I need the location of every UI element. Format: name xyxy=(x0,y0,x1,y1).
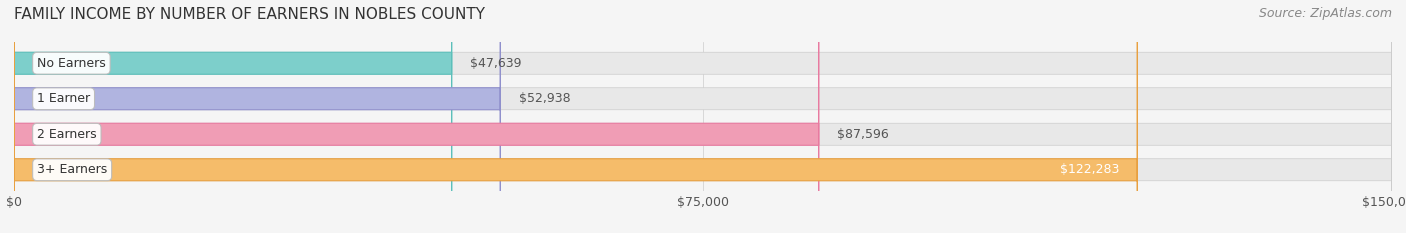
FancyBboxPatch shape xyxy=(14,0,818,233)
FancyBboxPatch shape xyxy=(14,0,1392,233)
Text: $87,596: $87,596 xyxy=(837,128,889,141)
Text: 1 Earner: 1 Earner xyxy=(37,92,90,105)
Text: No Earners: No Earners xyxy=(37,57,105,70)
Text: 2 Earners: 2 Earners xyxy=(37,128,97,141)
Text: FAMILY INCOME BY NUMBER OF EARNERS IN NOBLES COUNTY: FAMILY INCOME BY NUMBER OF EARNERS IN NO… xyxy=(14,7,485,22)
FancyBboxPatch shape xyxy=(14,0,501,233)
FancyBboxPatch shape xyxy=(14,0,1392,233)
Text: 3+ Earners: 3+ Earners xyxy=(37,163,107,176)
Text: $52,938: $52,938 xyxy=(519,92,571,105)
Text: $122,283: $122,283 xyxy=(1060,163,1119,176)
FancyBboxPatch shape xyxy=(14,0,1392,233)
FancyBboxPatch shape xyxy=(14,0,1392,233)
Text: $47,639: $47,639 xyxy=(470,57,522,70)
Text: Source: ZipAtlas.com: Source: ZipAtlas.com xyxy=(1258,7,1392,20)
FancyBboxPatch shape xyxy=(14,0,451,233)
FancyBboxPatch shape xyxy=(14,0,1137,233)
